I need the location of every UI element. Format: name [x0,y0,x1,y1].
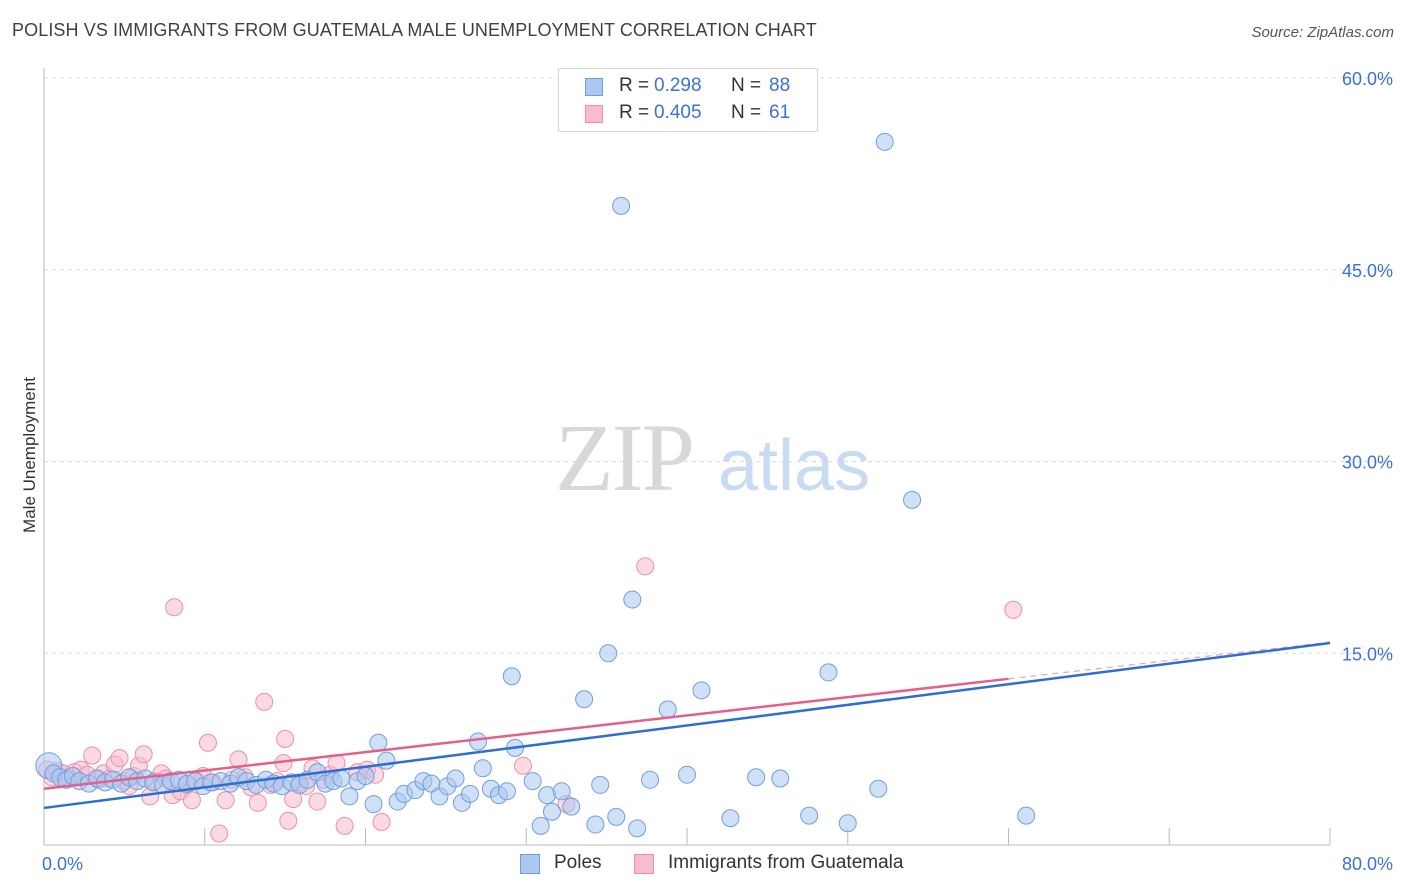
legend-r-value: 0.405 [654,102,702,123]
data-point-poles [628,819,647,838]
y-tick-label: 45.0% [1342,261,1393,281]
y-tick-label: 60.0% [1342,69,1393,89]
data-point-guatemala [372,812,391,831]
legend-r-label: R = [619,102,650,123]
legend: R = 0.298 N = 88 R = 0.405 N = 61 [558,68,818,132]
x-tick-labels: 0.0% 80.0% [42,854,1393,874]
legend-n-label: N = [731,102,762,123]
data-point-guatemala [636,557,655,576]
data-point-poles [332,769,351,788]
data-point-guatemala [210,824,229,843]
legend-row-poles: R = 0.298 N = 88 [559,75,817,99]
data-point-poles [377,751,396,770]
bottom-legend-label-poles: Poles [554,852,602,873]
data-point-guatemala [308,792,327,811]
data-point-poles [531,816,550,835]
watermark-zip: ZIP [555,404,693,511]
data-point-guatemala [1004,600,1023,619]
data-point-poles [586,815,605,834]
legend-r-label: R = [619,75,650,96]
data-point-poles [607,807,626,826]
data-point-poles [747,768,766,787]
legend-swatch-poles [585,78,603,96]
data-point-poles [340,787,359,806]
data-point-poles [469,732,488,751]
y-tick-label: 30.0% [1342,453,1393,473]
data-point-poles [575,690,594,709]
data-point-guatemala [198,733,217,752]
data-point-poles [658,700,677,719]
data-point-poles [819,663,838,682]
data-point-guatemala [514,756,533,775]
data-point-poles [591,775,610,794]
legend-n-label: N = [731,75,762,96]
data-point-poles [800,806,819,825]
data-point-poles [721,809,740,828]
data-point-guatemala [255,692,274,711]
watermark-atlas: atlas [718,426,870,506]
data-point-poles [542,802,561,821]
data-point-poles [356,766,375,785]
data-point-poles [903,490,922,509]
data-point-poles [502,667,521,686]
legend-swatch-guatemala [585,105,603,123]
data-point-guatemala [165,598,184,617]
series-guatemala-points [38,557,1023,843]
data-point-poles [838,814,857,833]
data-point-poles [612,196,631,215]
trend-lines [1008,641,1331,680]
data-point-poles [562,797,581,816]
data-point-poles [692,681,711,700]
data-point-poles [678,765,696,784]
trend-line-guatemala [43,677,1009,790]
x-tick-label: 80.0% [1342,854,1393,874]
bottom-legend-label-guatemala: Immigrants from Guatemala [668,852,904,873]
y-tick-labels: 15.0% 30.0% 45.0% 60.0% [1342,69,1393,664]
data-point-poles [497,782,516,801]
trend-line-guatemala-extension [1008,641,1331,680]
data-point-poles [869,779,888,798]
data-point-poles [552,782,571,801]
data-point-guatemala [248,793,267,812]
data-point-poles [641,770,660,789]
data-point-poles [1017,806,1036,825]
chart-title: POLISH VS IMMIGRANTS FROM GUATEMALA MALE… [12,20,817,40]
data-point-poles [473,759,492,778]
series-poles-points [35,132,1331,838]
data-point-poles [364,795,383,814]
source-label: Source: ZipAtlas.com [1251,24,1394,41]
bottom-legend-swatch-poles [520,854,540,874]
data-point-guatemala [182,791,201,810]
legend-n-value: 88 [769,75,791,96]
data-point-poles [623,590,642,609]
data-point-guatemala [216,791,235,810]
legend-n-value: 61 [769,102,791,123]
data-point-poles [599,644,618,663]
data-point-poles [460,784,479,803]
trend-line-poles [43,641,1331,810]
y-tick-label: 15.0% [1342,644,1393,664]
bottom-legend-swatch-guatemala [634,854,654,874]
data-point-poles [771,769,790,788]
x-tick-label: 0.0% [42,854,83,874]
legend-row-guatemala: R = 0.405 N = 61 [559,102,817,126]
data-point-guatemala [134,745,153,764]
grid-lines [44,77,1392,654]
watermark: ZIP atlas [555,404,870,511]
data-point-guatemala [276,729,295,748]
data-point-poles [875,132,894,151]
data-point-poles [369,733,388,752]
data-point-guatemala [110,749,129,768]
axes [43,68,1331,846]
data-point-poles [446,769,465,788]
data-point-guatemala [229,750,248,769]
data-point-guatemala [279,811,298,830]
legend-r-value: 0.298 [654,75,702,96]
data-point-guatemala [335,816,354,835]
data-point-poles [523,772,542,791]
data-point-guatemala [83,746,102,765]
